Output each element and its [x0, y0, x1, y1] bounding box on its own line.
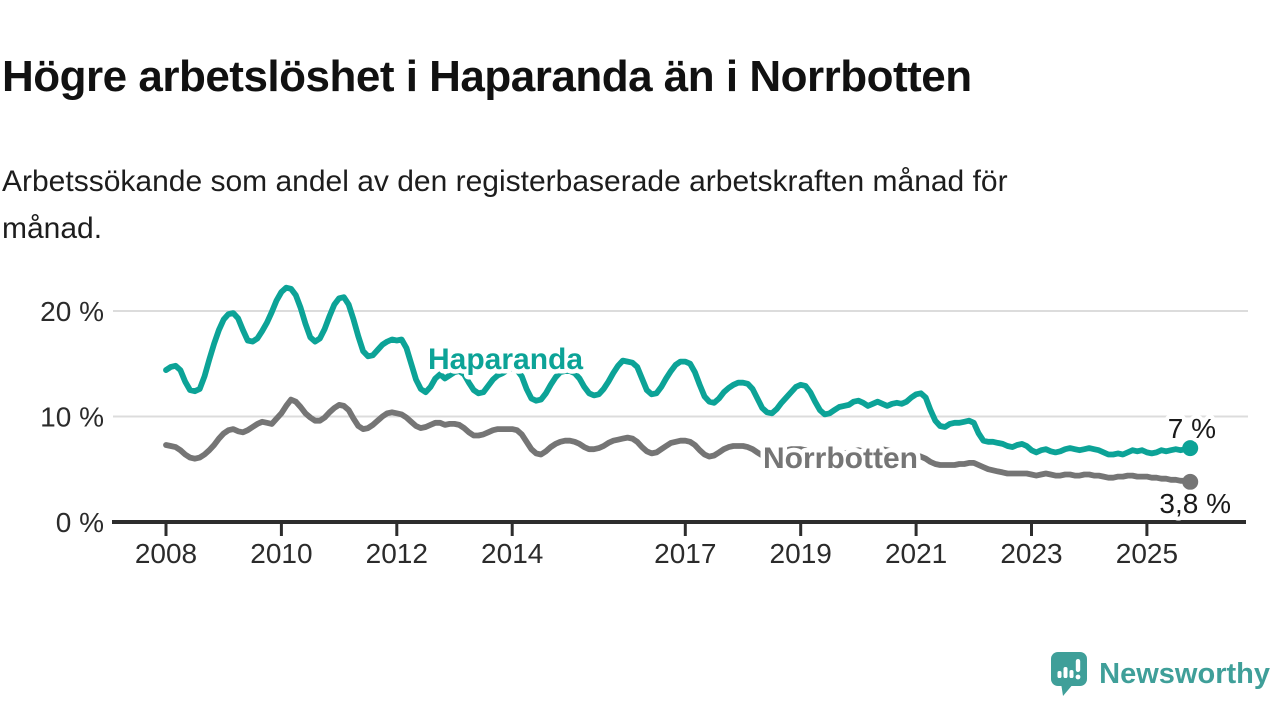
y-tick-label-10: 10 %: [40, 401, 104, 432]
x-tick-label-2012: 2012: [366, 538, 428, 569]
x-tick-label-2019: 2019: [770, 538, 832, 569]
x-tick-label-2014: 2014: [481, 538, 543, 569]
y-tick-label-0: 0 %: [56, 507, 104, 538]
series-label-haparanda: Haparanda: [428, 343, 583, 376]
x-tick-label-2008: 2008: [135, 538, 197, 569]
end-dot-norrbotten: [1182, 473, 1199, 490]
series-lines: [163, 284, 1199, 490]
end-value-haparanda: 7 %: [1168, 413, 1216, 444]
speech-bubble-bar-chart-icon: [1051, 652, 1088, 696]
series-label-norrbotten: Norrbotten: [763, 442, 918, 475]
x-tick-label-2023: 2023: [1000, 538, 1062, 569]
page-subtitle: Arbetssökande som andel av den registerb…: [2, 165, 1008, 245]
logo-wordmark: Newsworthy: [1099, 657, 1270, 690]
newsworthy-logo: Newsworthy: [1051, 652, 1270, 696]
x-axis: 2008 2010 2012 2014 2017 2019 2021 2023 2025 0 % 1…: [40, 296, 1246, 569]
x-tick-label-2017: 2017: [654, 538, 716, 569]
line-haparanda: [163, 284, 1194, 458]
end-dot-haparanda: [1182, 440, 1199, 457]
line-norrbotten: [163, 396, 1194, 485]
x-tick-label-2010: 2010: [250, 538, 312, 569]
page-title: Högre arbetslöshet i Haparanda än i Norr…: [2, 52, 972, 102]
x-tick-label-2021: 2021: [885, 538, 947, 569]
y-tick-label-20: 20 %: [40, 296, 104, 327]
end-value-norrbotten: 3,8 %: [1159, 488, 1231, 519]
x-tick-label-2025: 2025: [1116, 538, 1178, 569]
